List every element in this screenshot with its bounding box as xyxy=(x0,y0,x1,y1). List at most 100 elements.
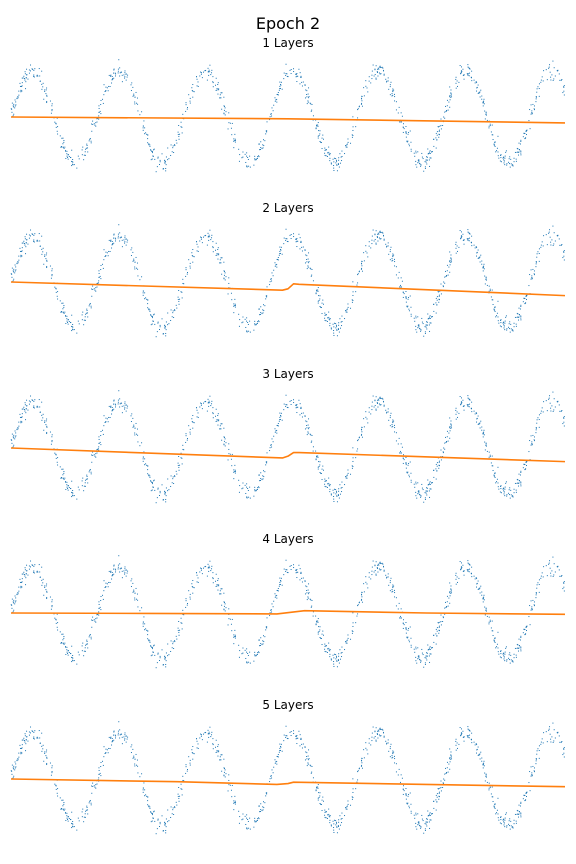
data-point xyxy=(519,639,521,641)
data-point xyxy=(318,626,320,628)
data-point xyxy=(430,488,432,490)
data-point xyxy=(440,459,442,461)
data-point xyxy=(20,89,22,91)
data-point xyxy=(423,666,425,668)
data-point xyxy=(485,442,487,444)
data-point xyxy=(551,74,553,76)
data-point xyxy=(494,472,496,474)
data-point xyxy=(378,72,380,74)
data-point xyxy=(436,299,438,301)
data-point xyxy=(431,482,433,484)
data-point xyxy=(143,782,145,784)
data-point xyxy=(327,317,329,319)
data-point xyxy=(449,259,451,261)
data-point xyxy=(178,135,180,137)
data-point xyxy=(285,569,287,571)
data-point xyxy=(315,128,317,130)
data-point xyxy=(55,622,57,624)
data-point xyxy=(421,487,423,489)
data-point xyxy=(212,412,214,414)
data-point xyxy=(221,588,223,590)
data-point xyxy=(276,263,278,265)
data-point xyxy=(325,314,327,316)
data-point xyxy=(41,579,43,581)
data-point xyxy=(187,272,188,274)
data-point xyxy=(405,629,407,631)
data-point xyxy=(155,833,157,835)
data-point xyxy=(156,828,158,830)
data-point xyxy=(21,581,23,583)
data-point xyxy=(108,250,110,252)
data-point xyxy=(410,141,412,143)
data-point xyxy=(563,255,565,257)
data-point xyxy=(399,781,401,783)
data-point xyxy=(165,829,167,831)
data-point xyxy=(113,739,115,741)
data-point xyxy=(556,566,558,568)
data-point xyxy=(428,814,430,816)
data-point xyxy=(21,747,23,749)
data-point xyxy=(420,330,422,332)
data-point xyxy=(223,270,225,272)
data-point xyxy=(42,748,44,750)
data-point xyxy=(165,832,167,834)
data-point xyxy=(153,811,155,813)
data-point xyxy=(397,608,399,610)
data-point xyxy=(63,147,65,149)
data-point xyxy=(21,82,23,84)
data-point xyxy=(25,88,27,90)
data-point xyxy=(20,420,22,422)
data-point xyxy=(552,722,554,724)
data-point xyxy=(357,448,359,450)
data-point xyxy=(15,600,17,602)
data-point xyxy=(46,749,48,751)
data-point xyxy=(103,84,105,86)
data-point xyxy=(500,492,502,494)
data-point xyxy=(65,646,67,648)
data-point xyxy=(302,81,304,83)
data-point xyxy=(424,823,426,825)
data-point xyxy=(361,262,363,264)
data-point xyxy=(330,658,332,660)
data-point xyxy=(178,300,180,302)
data-point xyxy=(402,627,404,629)
data-point xyxy=(402,457,404,459)
data-point xyxy=(333,157,335,159)
data-point xyxy=(70,818,72,820)
data-point xyxy=(515,323,517,325)
data-point xyxy=(68,651,70,653)
data-point xyxy=(293,236,295,238)
data-point xyxy=(257,818,259,820)
data-point xyxy=(37,406,39,408)
data-point xyxy=(391,755,393,757)
data-point xyxy=(28,731,30,733)
data-point xyxy=(502,653,504,655)
data-point xyxy=(24,73,26,75)
data-point xyxy=(45,585,47,587)
data-point xyxy=(272,772,274,774)
data-point xyxy=(113,242,115,244)
data-point xyxy=(266,462,268,464)
data-point xyxy=(142,127,144,129)
data-point xyxy=(508,323,510,325)
data-point xyxy=(517,482,519,484)
data-point xyxy=(518,647,520,649)
data-point xyxy=(322,469,324,471)
data-point xyxy=(360,103,362,105)
data-point xyxy=(279,419,281,421)
data-point xyxy=(429,165,431,167)
data-point xyxy=(130,586,132,588)
data-point xyxy=(467,726,469,728)
data-point xyxy=(217,578,219,580)
data-point xyxy=(131,247,133,249)
data-point xyxy=(146,795,148,797)
data-point xyxy=(285,63,287,65)
data-point xyxy=(333,322,335,324)
data-point xyxy=(254,489,256,491)
data-point xyxy=(380,73,382,75)
data-point xyxy=(363,260,365,262)
data-point xyxy=(455,407,457,409)
data-point xyxy=(98,442,100,444)
data-point xyxy=(66,815,68,817)
data-point xyxy=(11,433,13,435)
